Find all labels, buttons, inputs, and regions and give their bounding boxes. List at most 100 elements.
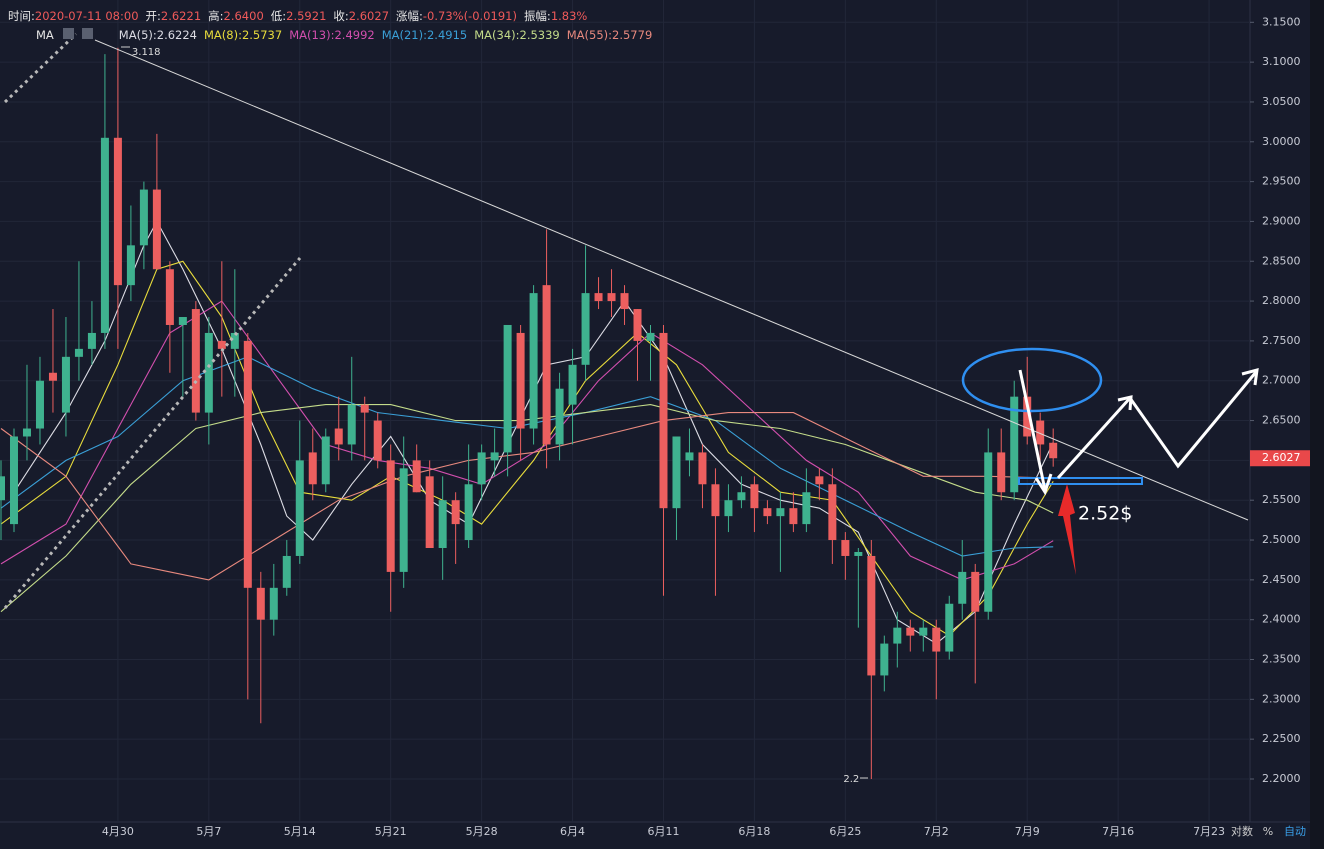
candle-body	[0, 476, 5, 501]
candle-body	[815, 476, 824, 485]
indicator-name: MA	[36, 28, 54, 42]
candle-body	[802, 492, 811, 525]
info-value: 2020-07-11 08:00	[34, 9, 139, 23]
info-label: 振幅:	[523, 9, 551, 23]
candle-body	[893, 627, 902, 644]
candle-body	[516, 332, 525, 429]
candle-body	[61, 356, 70, 413]
candle-body	[438, 500, 447, 548]
info-label: 涨幅:	[396, 9, 423, 23]
candle-body	[74, 348, 83, 357]
info-value: 2.6400	[223, 9, 264, 23]
candle-body	[464, 484, 473, 541]
candle-body	[412, 460, 421, 493]
ma-line	[0, 300, 1054, 581]
candle-body	[776, 508, 785, 517]
candle-body	[243, 340, 252, 588]
candle-body	[789, 508, 798, 525]
candle-body	[295, 460, 304, 556]
candle-body	[555, 388, 564, 445]
candle-body	[932, 627, 941, 652]
candle-body	[971, 571, 980, 612]
x-tick-label: 7月9	[1015, 825, 1040, 838]
x-tick-label: 6月4	[560, 825, 585, 838]
candle-body	[542, 285, 551, 445]
y-tick-label: 2.6500	[1262, 414, 1301, 427]
candle-body	[490, 452, 499, 461]
info-value: 1.83%	[550, 9, 588, 23]
candle-body	[152, 189, 161, 270]
candle-body	[646, 332, 655, 341]
annotation: 2.52$	[1078, 503, 1132, 525]
candle-body	[425, 476, 434, 548]
x-tick-label: 7月2	[924, 825, 949, 838]
highlight-ellipse	[961, 347, 1103, 413]
arrow-head	[1034, 473, 1053, 496]
candle-body	[906, 627, 915, 636]
legend-row: MA MA(5):2.6224 MA(8):2.5737 MA(13):2.4992 M…	[36, 28, 652, 42]
info-item: 低:2.5921	[271, 8, 327, 24]
candle-body	[477, 452, 486, 485]
y-tick-label: 2.2000	[1262, 772, 1301, 785]
candle-body	[87, 332, 96, 349]
info-item: 涨幅:-0.73%(-0.0191)	[396, 8, 517, 24]
x-tick-label: 5月14	[284, 825, 316, 838]
axis-button: 对数	[1231, 824, 1253, 838]
candle-body	[659, 332, 668, 509]
candle-body	[165, 269, 174, 325]
axis-button: %	[1263, 825, 1273, 838]
x-tick-label: 6月18	[738, 825, 770, 838]
info-item: 振幅:1.83%	[524, 8, 587, 24]
ma-line	[0, 404, 1054, 613]
last-price-label: 2.6027	[1262, 451, 1301, 464]
candle-body	[1036, 420, 1045, 445]
candle-body	[373, 420, 382, 461]
high-label: 3.118	[132, 47, 161, 58]
y-tick-label: 2.3000	[1262, 692, 1301, 705]
candle-body	[854, 551, 863, 556]
candle-body	[867, 555, 876, 676]
arrow-head	[1117, 395, 1133, 411]
low-label: 2.2	[843, 774, 859, 785]
support-box	[1018, 477, 1143, 485]
red-arrow	[1058, 484, 1076, 575]
info-item: 开:2.6221	[146, 8, 202, 24]
icon[interactable]	[63, 28, 74, 39]
icon[interactable]	[82, 28, 93, 39]
info-value: 2.6027	[348, 9, 390, 23]
candle-body	[282, 555, 291, 588]
y-tick-label: 3.1500	[1262, 15, 1301, 28]
info-value: 2.6221	[160, 9, 202, 23]
ma-line	[0, 260, 1054, 637]
x-tick-label: 6月25	[829, 825, 861, 838]
candle-body	[347, 404, 356, 445]
y-tick-label: 3.0500	[1262, 95, 1301, 108]
x-tick-label: 5月7	[196, 825, 221, 838]
candle-body	[308, 452, 317, 485]
candle-body	[841, 540, 850, 556]
y-tick-label: 2.9500	[1262, 175, 1301, 188]
candle-body	[9, 436, 18, 525]
candle-body	[880, 643, 889, 676]
legend-entry: MA(5):2.6224	[118, 28, 197, 42]
candle-body	[451, 500, 460, 525]
candle-body	[126, 245, 135, 286]
x-tick-label: 7月23	[1193, 825, 1225, 838]
y-tick-label: 2.8500	[1262, 254, 1301, 267]
candle-body	[35, 380, 44, 429]
candle-body	[672, 436, 681, 509]
info-item: 收:2.6027	[333, 8, 389, 24]
candle-body	[139, 189, 148, 246]
candle-body	[581, 293, 590, 365]
y-tick-label: 2.7500	[1262, 334, 1301, 347]
candle-body	[997, 452, 1006, 493]
info-value: 2.5921	[286, 9, 327, 23]
x-tick-label: 7月16	[1102, 825, 1134, 838]
candle-body	[1010, 396, 1019, 493]
candle-body	[763, 508, 772, 517]
candle-body	[828, 484, 837, 541]
y-tick-label: 2.5000	[1262, 533, 1301, 546]
candle-body	[113, 137, 122, 286]
drawings	[3, 28, 1259, 779]
